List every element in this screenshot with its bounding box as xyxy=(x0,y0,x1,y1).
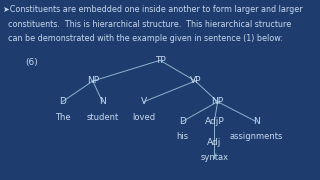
Text: student: student xyxy=(86,112,118,122)
Text: constituents.  This is hierarchical structure.  This hierarchical structure: constituents. This is hierarchical struc… xyxy=(3,20,292,29)
Text: AdjP: AdjP xyxy=(204,117,224,126)
Text: can be demonstrated with the example given in sentence (1) below:: can be demonstrated with the example giv… xyxy=(3,34,283,43)
Text: D: D xyxy=(179,117,186,126)
Text: V: V xyxy=(141,97,147,106)
Text: TP: TP xyxy=(155,56,165,65)
Text: loved: loved xyxy=(132,112,156,122)
Text: (6): (6) xyxy=(26,58,38,67)
Text: assignments: assignments xyxy=(229,132,283,141)
Text: ➤Constituents are embedded one inside another to form larger and larger: ➤Constituents are embedded one inside an… xyxy=(3,5,303,14)
Text: VP: VP xyxy=(189,76,201,86)
Text: NP: NP xyxy=(212,97,224,106)
Text: his: his xyxy=(176,132,188,141)
Text: N: N xyxy=(252,117,260,126)
Text: Adj: Adj xyxy=(207,138,221,147)
Text: The: The xyxy=(55,112,70,122)
Text: D: D xyxy=(59,97,66,106)
Text: syntax: syntax xyxy=(200,153,228,162)
Text: N: N xyxy=(99,97,106,106)
Text: NP: NP xyxy=(87,76,99,86)
